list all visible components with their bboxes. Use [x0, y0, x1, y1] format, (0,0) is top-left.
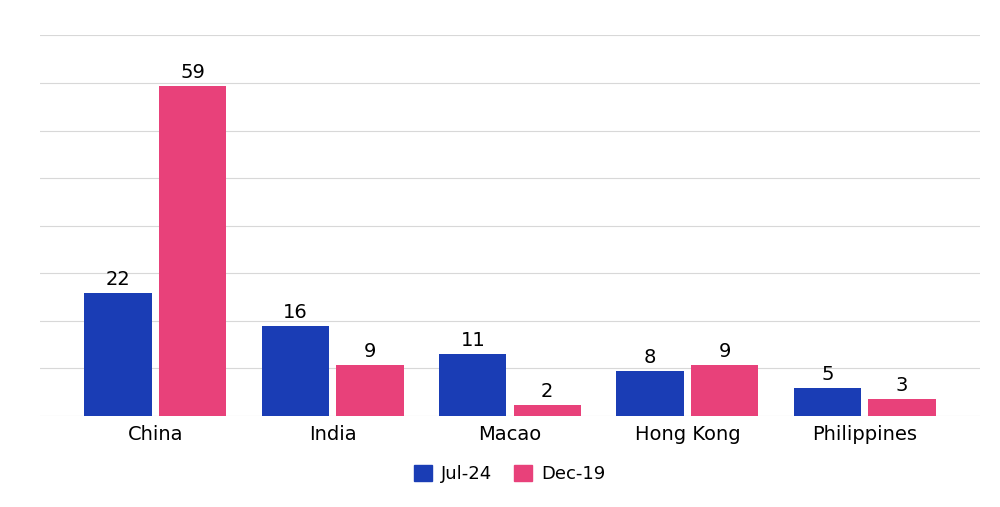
- Text: 59: 59: [180, 63, 205, 82]
- Text: 9: 9: [364, 343, 376, 361]
- Bar: [262, 327, 329, 416]
- Bar: [336, 366, 404, 416]
- Text: 16: 16: [283, 303, 308, 322]
- Text: 22: 22: [106, 270, 130, 289]
- Bar: [514, 405, 581, 416]
- Bar: [868, 399, 936, 416]
- Legend: Jul-24, Dec-19: Jul-24, Dec-19: [407, 458, 613, 490]
- Bar: [84, 293, 152, 416]
- Bar: [794, 388, 861, 416]
- Bar: [616, 371, 684, 416]
- Text: 9: 9: [718, 343, 731, 361]
- Text: 2: 2: [541, 382, 553, 401]
- Bar: [159, 86, 226, 416]
- Text: 11: 11: [460, 331, 485, 350]
- Bar: [439, 354, 506, 416]
- Text: 3: 3: [896, 376, 908, 395]
- Text: 8: 8: [644, 348, 656, 367]
- Bar: [691, 366, 758, 416]
- Text: 5: 5: [821, 365, 834, 384]
